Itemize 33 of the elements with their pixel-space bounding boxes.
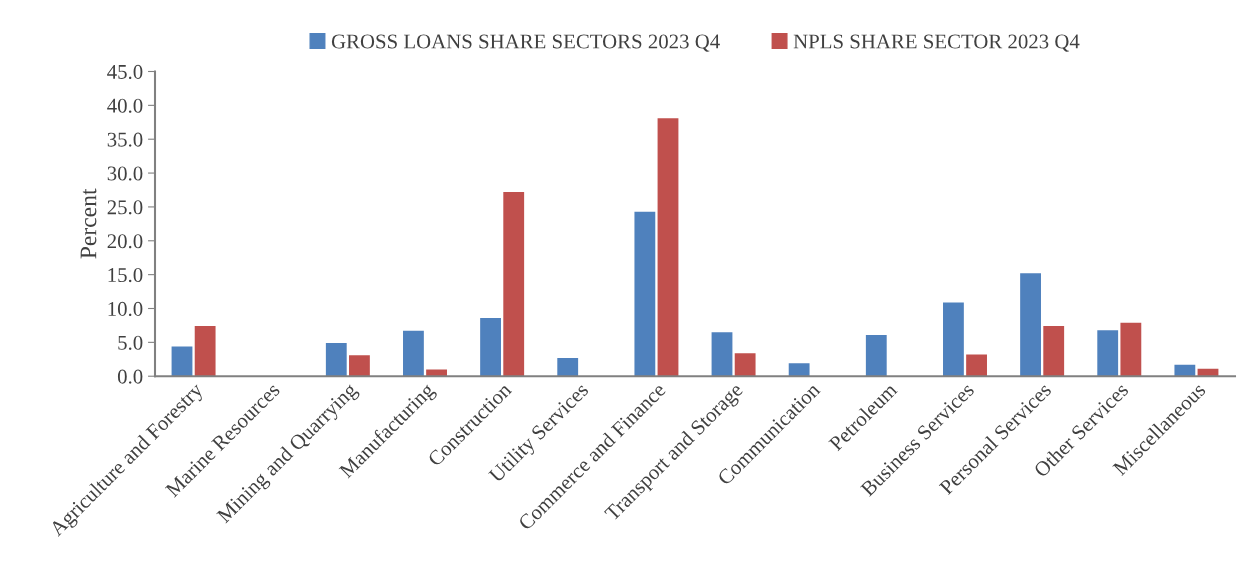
y-tick-label: 0.0 xyxy=(117,369,143,384)
legend-label: NPLS SHARE SECTOR 2023 Q4 xyxy=(793,34,1080,52)
y-tick-label: 45.0 xyxy=(107,64,143,80)
bar xyxy=(349,355,370,377)
y-tick-label: 30.0 xyxy=(107,166,143,181)
bar xyxy=(734,353,756,377)
y-tick-label: 40.0 xyxy=(107,98,143,113)
bar xyxy=(1020,273,1041,377)
y-tick-label: 20.0 xyxy=(107,234,143,249)
bar xyxy=(1097,330,1119,377)
bar xyxy=(711,332,733,377)
bar xyxy=(194,326,216,377)
bar xyxy=(403,330,424,377)
bar xyxy=(1043,326,1065,377)
bar xyxy=(943,302,964,377)
bar xyxy=(1120,322,1142,377)
bar xyxy=(480,317,501,377)
bar xyxy=(503,192,525,377)
bar xyxy=(788,363,810,377)
y-tick-label: 25.0 xyxy=(107,200,143,215)
bar xyxy=(171,346,193,377)
bar xyxy=(325,343,347,377)
bar xyxy=(634,211,656,377)
y-tick-label: 5.0 xyxy=(118,335,143,350)
bar xyxy=(966,354,987,377)
legend-label: GROSS LOANS SHARE SECTORS 2023 Q4 xyxy=(331,34,720,52)
bar xyxy=(865,334,887,377)
bar xyxy=(657,118,679,377)
y-axis-title: Percent xyxy=(80,188,97,259)
y-tick-label: 10.0 xyxy=(108,301,143,317)
y-tick-label: 35.0 xyxy=(107,132,143,147)
bar xyxy=(557,357,579,377)
y-tick-label: 15.0 xyxy=(108,268,143,283)
